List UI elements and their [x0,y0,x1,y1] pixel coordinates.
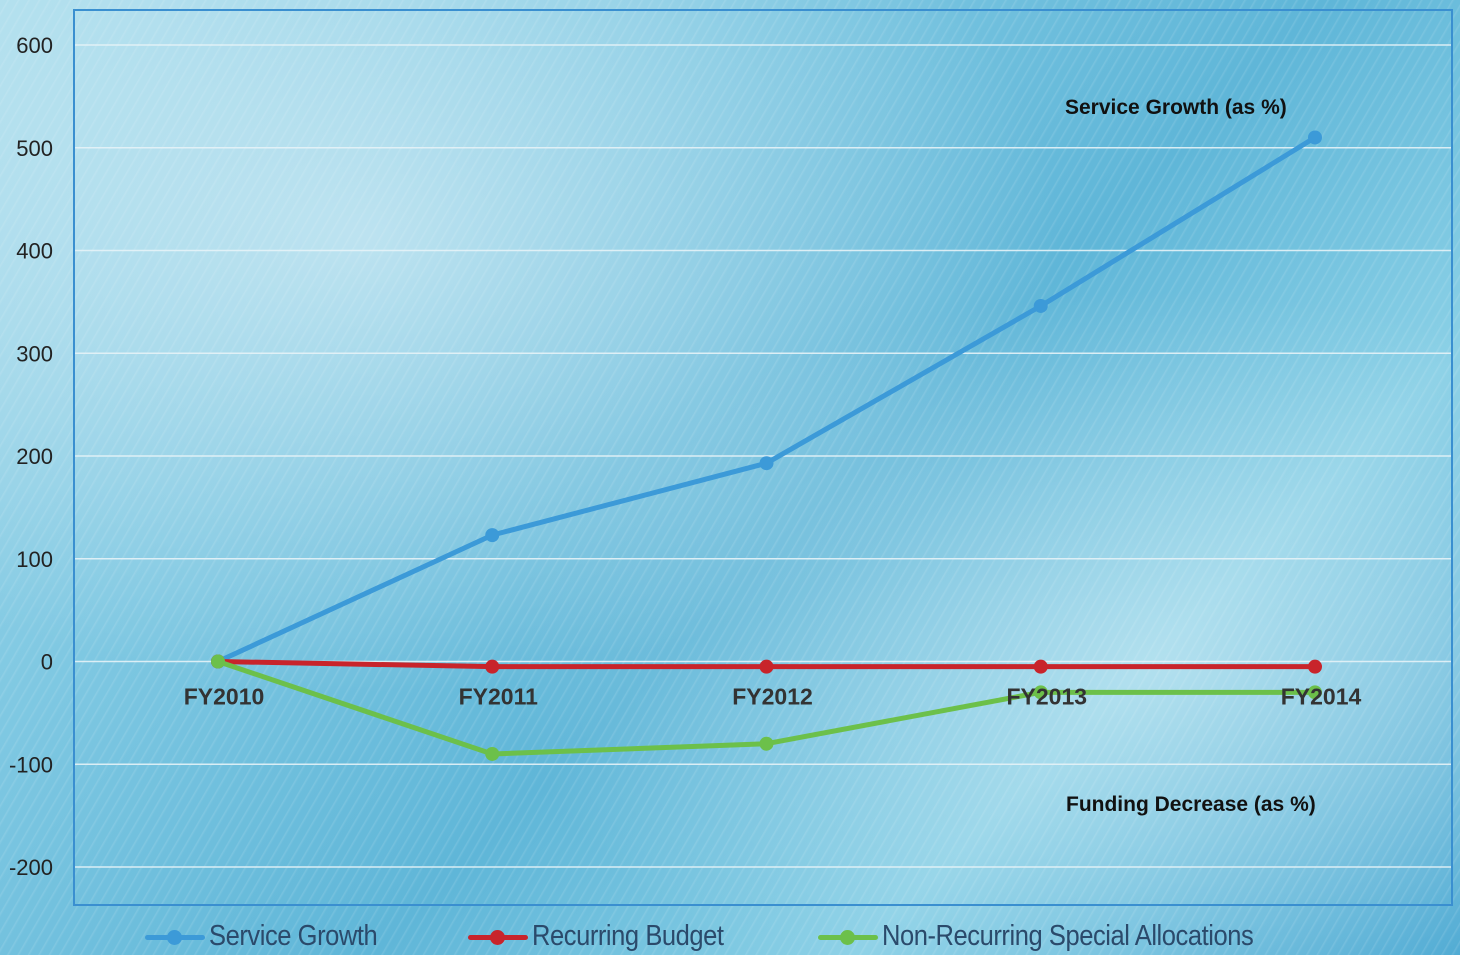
x-category-label: FY2014 [1281,684,1362,710]
data-point [485,746,500,761]
data-point [1033,685,1048,700]
annotation-funding-decrease: Funding Decrease (as %) [1066,793,1316,816]
legend-label: Non-Recurring Special Allocations [882,920,1254,952]
y-tick-label: -200 [9,855,53,880]
legend-item-non-recurring: Non-Recurring Special Allocations [818,918,1304,955]
y-tick-label: -100 [9,752,53,777]
data-point [1308,685,1322,700]
y-tick-label: 500 [16,136,53,161]
y-tick-label: 200 [16,444,53,469]
series-lines [211,130,1322,761]
legend-dot [490,929,505,945]
legend-swatch-non-recurring [818,927,878,947]
grid-lines [74,44,1452,868]
legend-item-recurring-budget: Recurring Budget [468,918,750,955]
legend-swatch-service-growth [145,927,205,947]
x-category-label: FY2010 [184,684,265,710]
x-category-label: FY2011 [459,684,538,710]
x-category-label: FY2013 [1006,684,1087,710]
data-point [1033,659,1048,674]
y-tick-label: 300 [16,341,53,366]
data-point [1033,298,1048,313]
series-non-recurring-special-allocations [211,654,1322,761]
plot-frame [73,9,1453,906]
data-point [759,736,774,751]
legend: Service Growth Recurring Budget Non-Recu… [0,918,1460,955]
series-recurring-budget [211,654,1322,674]
annotations: Service Growth (as %) Funding Decrease (… [1065,96,1316,816]
y-tick-label: 0 [41,650,53,675]
legend-item-service-growth: Service Growth [145,918,400,955]
y-tick-label: 400 [16,239,53,264]
data-point [211,654,225,669]
legend-label: Service Growth [209,920,378,952]
data-point [1308,659,1322,674]
legend-dot [167,929,182,945]
y-tick-label: 600 [16,33,53,58]
data-point [759,456,774,471]
legend-label: Recurring Budget [532,920,724,952]
x-axis-categories: FY2010 FY2011 FY2012 FY2013 FY2014 [184,684,1362,710]
data-point [485,528,500,543]
data-point [759,659,774,674]
legend-dot [840,929,855,945]
annotation-service-growth: Service Growth (as %) [1065,96,1287,119]
x-category-label: FY2012 [732,684,813,710]
y-tick-label: 100 [16,547,53,572]
series-line [215,134,1318,664]
legend-swatch-recurring-budget [468,927,528,947]
data-point [485,659,500,674]
series-service-growth [211,130,1322,669]
y-axis-ticks: 600 500 400 300 200 100 0 -100 -200 [9,33,53,880]
data-point [1308,130,1322,145]
